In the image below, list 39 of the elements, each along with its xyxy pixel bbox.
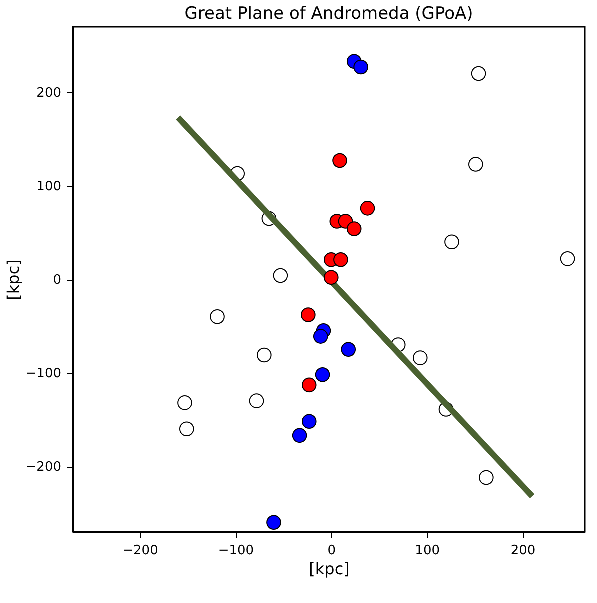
- point: [315, 368, 330, 382]
- point: [179, 422, 194, 437]
- point: [479, 470, 494, 486]
- point: [334, 252, 348, 268]
- chart-title: Great Plane of Andromeda (GPoA): [184, 4, 474, 24]
- point: [444, 234, 460, 250]
- y-tick-label: −100: [26, 366, 62, 382]
- point: [178, 396, 192, 410]
- point: [560, 252, 576, 266]
- point: [332, 153, 348, 168]
- point: [471, 66, 486, 82]
- point: [249, 394, 264, 408]
- x-tick-label: 100: [415, 544, 440, 558]
- point: [341, 342, 356, 358]
- point: [273, 268, 288, 284]
- x-tick-label: 0: [328, 544, 336, 558]
- point: [210, 310, 225, 324]
- y-tick-label: 0: [53, 273, 62, 288]
- x-axis-title: [kpc]: [309, 560, 350, 578]
- x-tick-label: −200: [122, 544, 158, 558]
- point: [354, 60, 368, 75]
- x-tick-label: 200: [510, 544, 536, 558]
- point: [468, 157, 484, 172]
- y-axis-title: [kpc]: [4, 260, 23, 300]
- point: [292, 428, 308, 444]
- point: [302, 414, 317, 430]
- point: [413, 350, 428, 366]
- y-tick-label: −200: [26, 460, 62, 476]
- point: [324, 270, 339, 286]
- point: [313, 329, 328, 344]
- point: [346, 222, 362, 236]
- point: [301, 308, 316, 322]
- y-tick-label: 100: [36, 179, 62, 194]
- point: [266, 515, 282, 530]
- point: [360, 201, 376, 216]
- point: [302, 378, 317, 393]
- point: [257, 348, 272, 363]
- x-tick-label: −100: [218, 544, 254, 558]
- y-tick-label: 200: [36, 86, 62, 101]
